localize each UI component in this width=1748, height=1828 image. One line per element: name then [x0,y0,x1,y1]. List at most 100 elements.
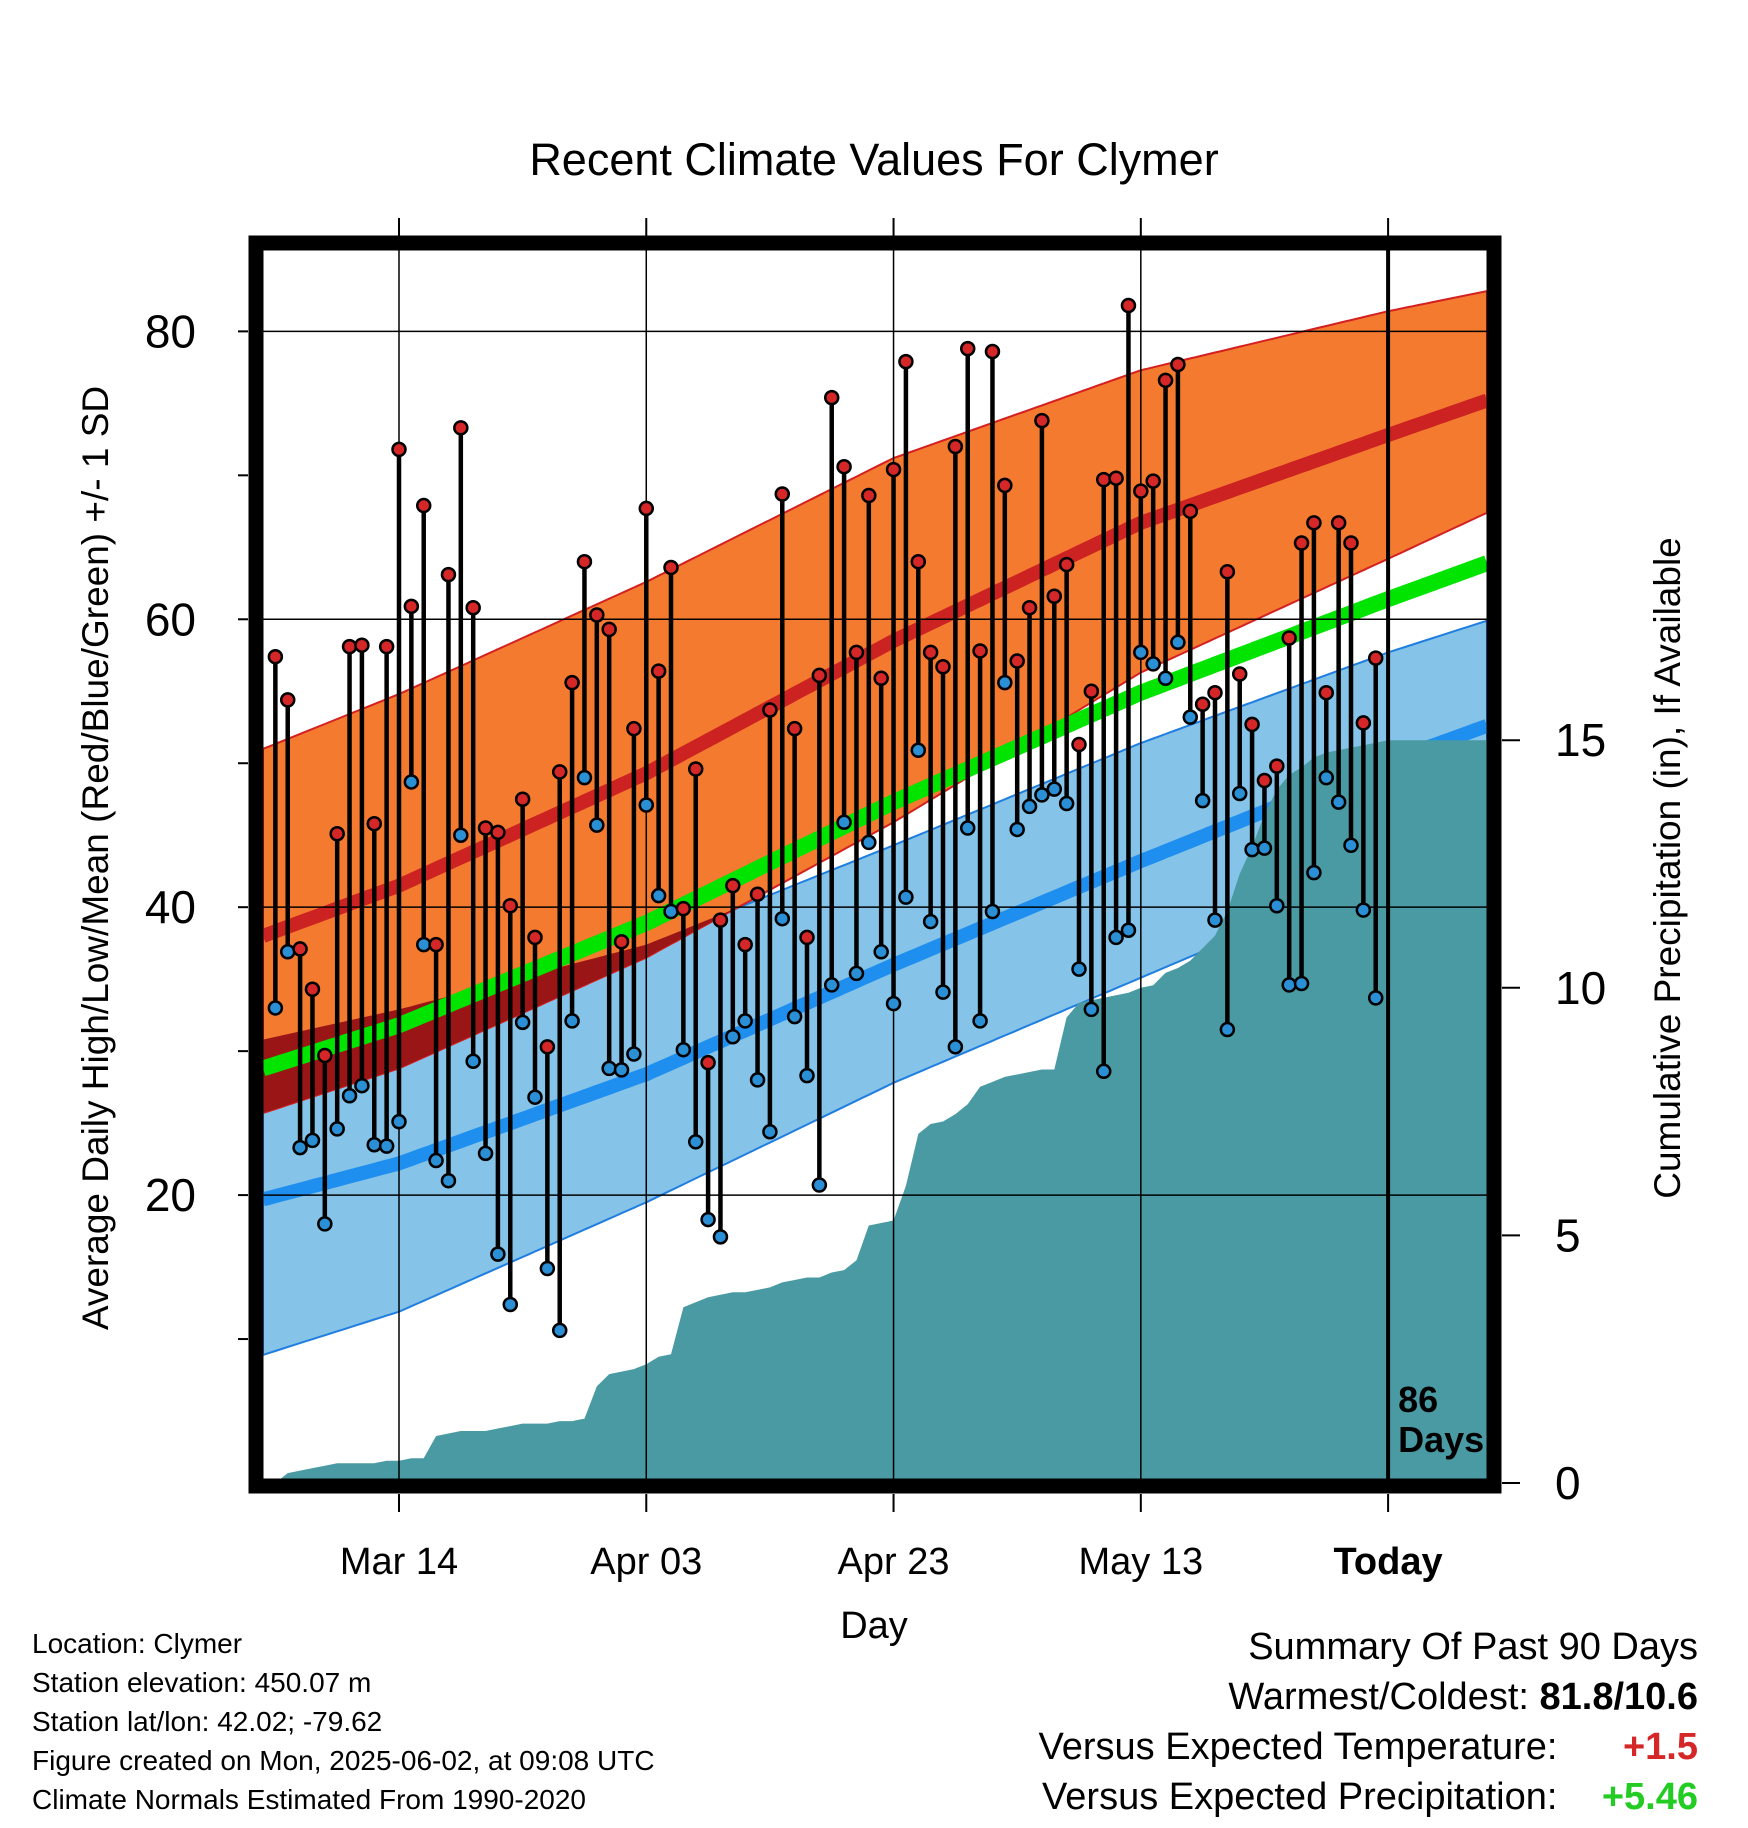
daily-low-point [823,977,840,993]
daily-low-point [1182,709,1199,725]
daily-high-point [292,941,308,957]
daily-high-point [613,933,630,950]
daily-high-point [811,667,828,684]
daily-low-point [391,1113,407,1130]
daily-low-point [626,1046,642,1062]
daily-high-point [1021,600,1038,616]
warmest-coldest-value: 81.8/10.6 [1539,1676,1698,1718]
daily-high-point [378,638,395,655]
daily-high-point [329,826,345,842]
daily-high-point [700,1054,716,1071]
daily-low-point [1071,961,1087,977]
daily-low-point [1108,929,1124,946]
x-tick-label: May 13 [1079,1541,1204,1583]
daily-low-point [1318,769,1335,786]
daily-high-point [341,638,358,655]
daily-high-point [366,815,383,832]
daily-high-point [1194,696,1211,712]
daily-high-point [490,824,506,841]
daily-low-point [1293,975,1310,992]
daily-high-point [304,981,321,997]
daily-high-point [898,353,914,370]
daily-high-point [1207,684,1223,701]
daily-high-point [799,929,815,946]
daily-high-point [539,1039,556,1055]
daily-low-point [638,797,655,813]
daily-low-point [848,965,865,982]
daily-high-point [1219,564,1236,580]
daily-low-point [267,1000,284,1016]
daily-low-point [304,1132,321,1149]
daily-low-point [1207,912,1223,928]
daily-low-point [1256,840,1273,856]
y-axis-label: Average Daily High/Low/Mean (Red/Blue/Gr… [75,386,116,1330]
daily-high-point [947,438,964,455]
daily-low-point [366,1136,383,1153]
daily-low-point [786,1008,803,1025]
daily-high-point [317,1047,333,1064]
daily-high-point [762,702,778,718]
daily-low-point [613,1062,630,1078]
daily-high-point [1306,515,1322,531]
daily-low-point [997,674,1013,691]
daily-high-point [1231,666,1248,682]
daily-high-point [403,598,420,615]
daily-low-point [490,1246,506,1262]
daily-low-point [935,984,951,1000]
daily-low-point [329,1121,345,1137]
daily-high-point [1157,372,1174,389]
daily-low-point [1231,785,1248,802]
daily-low-point [1343,837,1359,854]
daily-high-point [1058,556,1075,573]
daily-low-point [317,1216,333,1232]
daily-high-point [477,820,494,836]
daily-high-point [922,644,939,661]
daily-high-point [663,559,679,576]
daily-high-point [1256,772,1273,789]
y2-tick-label: 15 [1555,714,1606,766]
daily-high-point [1034,412,1050,429]
chart-title: Recent Climate Values For Clymer [529,134,1218,185]
daily-high-point [972,643,988,659]
daily-low-point [354,1077,370,1094]
daily-low-point [749,1072,766,1088]
daily-high-point [453,420,469,436]
daily-high-point [638,500,655,517]
daily-low-point [1034,787,1050,803]
precipitation-fill [275,740,1487,1483]
daily-high-point [279,692,296,708]
y2-axis-label: Cumulative Precipitation (in), If Availa… [1647,537,1688,1199]
today-days-unit: Days [1398,1419,1484,1460]
daily-high-point [873,670,889,687]
daily-high-point [502,897,519,914]
daily-low-point [663,903,679,920]
daily-high-point [564,674,580,691]
x-tick-label: Today [1334,1541,1443,1583]
daily-high-point [848,644,865,661]
precipitation-area [275,740,1487,1483]
daily-high-point [1133,483,1149,499]
daily-low-point [725,1028,741,1045]
daily-high-point [997,477,1013,494]
daily-low-point [415,936,432,953]
daily-low-point [836,814,852,831]
daily-low-point [440,1172,457,1189]
summary-title: Summary Of Past 90 Days [1248,1626,1698,1668]
daily-high-point [576,553,593,570]
daily-high-point [861,487,877,504]
daily-temperature-bars [273,305,1378,1331]
daily-low-point [762,1124,778,1140]
daily-high-point [415,497,432,514]
daily-high-point [267,648,284,665]
daily-high-point [687,761,704,777]
daily-low-point [1120,922,1137,938]
daily-high-point [551,764,568,780]
daily-high-point [1281,630,1297,646]
daily-high-point [1318,684,1335,701]
daily-low-point [465,1053,481,1069]
plot-frame [248,235,1502,1494]
daily-low-point [601,1060,617,1077]
daily-low-point [799,1067,815,1084]
daily-low-point [403,774,420,790]
daily-low-point [502,1296,519,1313]
